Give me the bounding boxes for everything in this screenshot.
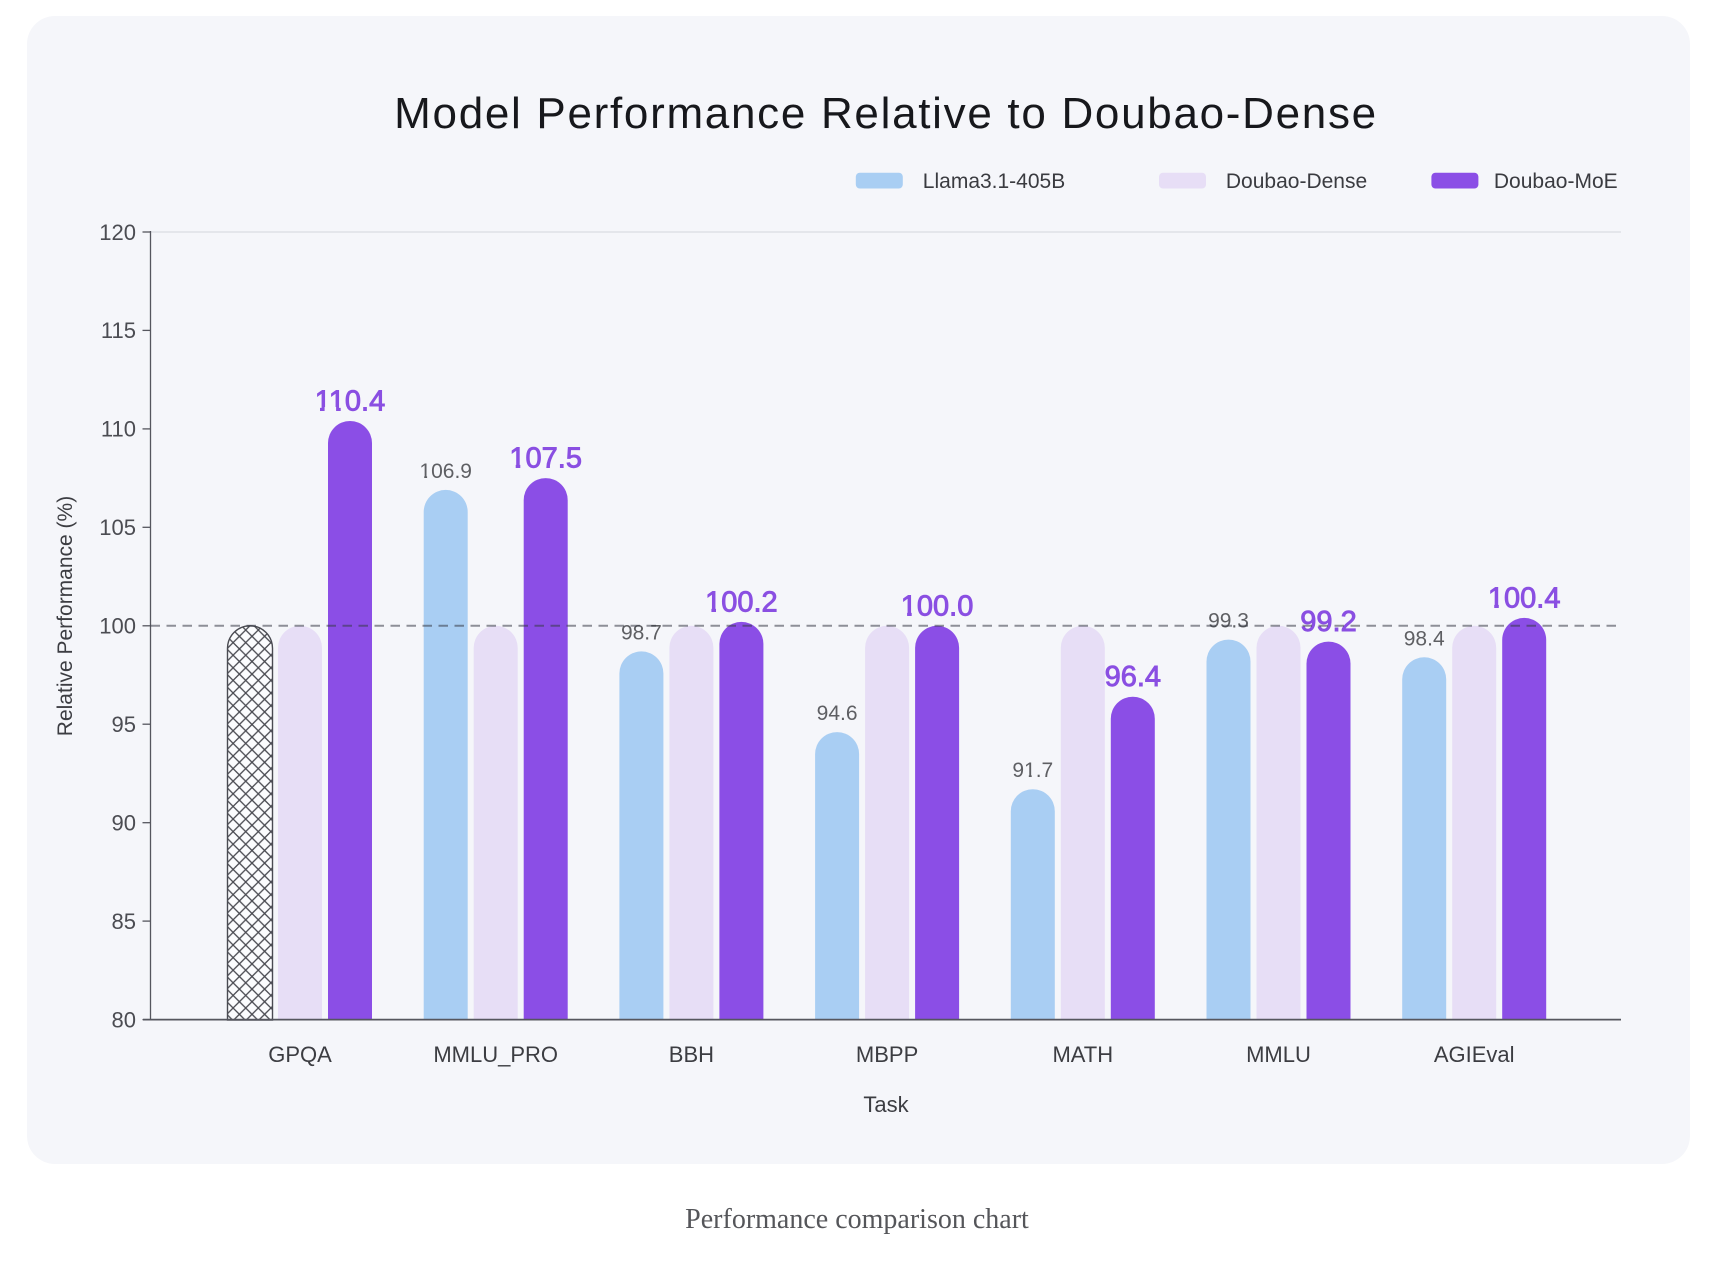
svg-text:100.4: 100.4 — [1488, 582, 1561, 614]
svg-text:MATH: MATH — [1052, 1042, 1113, 1067]
svg-text:115: 115 — [101, 318, 136, 343]
svg-text:85: 85 — [112, 909, 136, 934]
svg-text:Doubao-Dense: Doubao-Dense — [1226, 170, 1367, 193]
svg-text:96.4: 96.4 — [1105, 661, 1161, 693]
svg-text:98.7: 98.7 — [621, 621, 662, 644]
svg-text:100.2: 100.2 — [705, 586, 778, 618]
svg-text:MMLU_PRO: MMLU_PRO — [433, 1042, 558, 1067]
svg-text:107.5: 107.5 — [509, 443, 582, 475]
svg-text:MMLU: MMLU — [1246, 1042, 1311, 1067]
svg-text:GPQA: GPQA — [268, 1042, 332, 1067]
svg-text:Relative Performance (%): Relative Performance (%) — [54, 496, 77, 736]
svg-text:95: 95 — [112, 712, 136, 737]
svg-text:100: 100 — [99, 614, 136, 639]
svg-text:Doubao-MoE: Doubao-MoE — [1494, 170, 1618, 193]
svg-text:110.4: 110.4 — [315, 386, 385, 418]
svg-text:Performance comparison chart: Performance comparison chart — [685, 1204, 1029, 1235]
svg-text:80: 80 — [112, 1007, 136, 1032]
svg-text:105: 105 — [99, 515, 136, 540]
svg-text:BBH: BBH — [669, 1042, 714, 1067]
svg-text:AGIEval: AGIEval — [1434, 1042, 1515, 1067]
svg-text:94.6: 94.6 — [817, 702, 858, 725]
svg-text:100.0: 100.0 — [901, 590, 974, 622]
svg-text:Llama3.1-405B: Llama3.1-405B — [923, 170, 1065, 193]
svg-text:Model Performance Relative to: Model Performance Relative to Doubao-Den… — [394, 89, 1378, 138]
svg-text:Task: Task — [863, 1092, 909, 1117]
svg-text:120: 120 — [99, 220, 136, 245]
svg-text:99.2: 99.2 — [1300, 606, 1356, 638]
svg-text:99.3: 99.3 — [1208, 610, 1249, 633]
svg-text:90: 90 — [112, 811, 136, 836]
svg-text:106.9: 106.9 — [419, 460, 472, 483]
svg-text:MBPP: MBPP — [856, 1042, 918, 1067]
svg-text:110: 110 — [101, 417, 136, 442]
svg-text:91.7: 91.7 — [1012, 759, 1053, 782]
svg-text:98.4: 98.4 — [1404, 627, 1445, 650]
